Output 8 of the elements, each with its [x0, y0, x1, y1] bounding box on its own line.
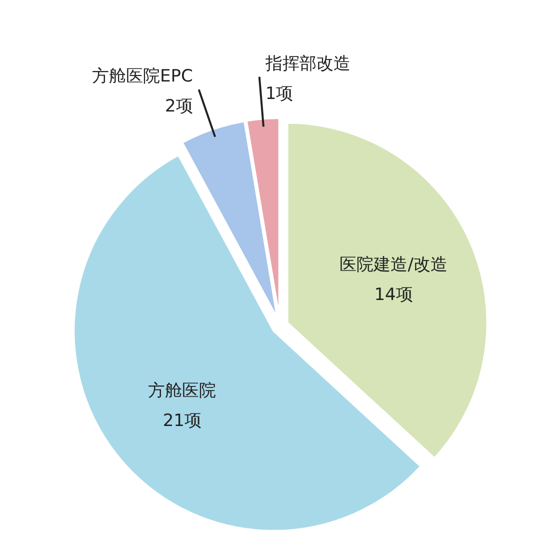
data-label: 2项	[164, 96, 193, 117]
slice-label: 指挥部改造	[264, 54, 350, 74]
data-label: 14项	[374, 285, 413, 306]
slice-label: 医院建造/改造	[340, 255, 448, 276]
data-label: 1项	[265, 84, 294, 104]
slice-label: 方舱医院	[148, 381, 216, 402]
data-label: 21项	[162, 411, 202, 432]
slice-label: 方舱医院EPC	[92, 66, 193, 87]
